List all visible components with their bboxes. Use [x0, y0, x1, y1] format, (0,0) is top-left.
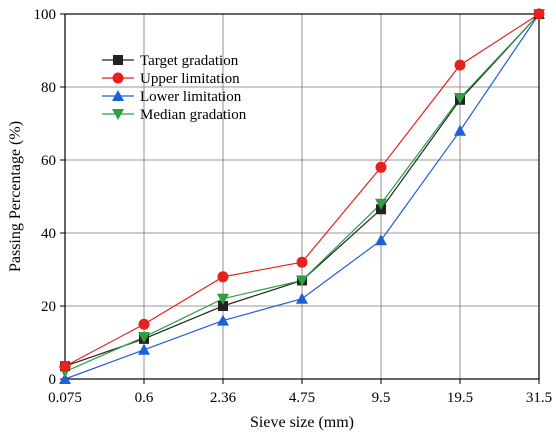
data-point	[59, 373, 71, 384]
x-tick-label: 31.5	[526, 390, 552, 406]
legend-marker	[112, 109, 124, 120]
x-tick-label: 0.6	[135, 390, 154, 406]
legend-label: Lower limitation	[140, 89, 242, 105]
y-axis-title: Passing Percentage (%)	[7, 121, 24, 272]
legend-marker	[112, 90, 124, 101]
series-layer	[59, 8, 545, 384]
data-point	[59, 360, 71, 372]
y-tick-label: 60	[41, 153, 56, 169]
y-tick-label: 100	[34, 7, 57, 23]
data-point	[138, 332, 150, 344]
data-point	[375, 161, 387, 173]
data-point	[454, 124, 466, 136]
x-tick-label: 2.36	[210, 390, 237, 406]
x-axis-title: Sieve size (mm)	[250, 414, 354, 431]
legend-label: Upper limitation	[140, 71, 240, 87]
legend-marker	[112, 72, 124, 84]
data-point	[218, 301, 228, 311]
data-point	[138, 343, 150, 355]
data-point	[296, 275, 308, 287]
data-point	[217, 271, 229, 283]
grid	[65, 14, 539, 379]
y-tick-label: 0	[49, 372, 57, 388]
data-point	[454, 92, 466, 104]
data-point	[454, 59, 466, 71]
data-point	[296, 256, 308, 268]
data-point	[296, 292, 308, 304]
data-point	[217, 314, 229, 326]
legend-label: Median gradation	[140, 107, 247, 123]
axis-ticks: 0.075 0.6 2.36 4.75 9.5 19.5 31.5 0 20 40 60 80 100	[34, 7, 553, 406]
y-tick-label: 20	[41, 299, 56, 315]
legend-marker	[113, 55, 123, 65]
data-point	[533, 8, 545, 20]
x-tick-label: 19.5	[447, 390, 473, 406]
legend-label: Target gradation	[140, 53, 239, 69]
x-tick-label: 4.75	[289, 390, 315, 406]
data-point	[375, 234, 387, 246]
data-point	[138, 318, 150, 330]
y-tick-label: 40	[41, 226, 56, 242]
legend: Target gradation Upper limitation Lower li…	[102, 53, 247, 123]
y-tick-label: 80	[41, 80, 56, 96]
x-tick-label: 0.075	[48, 390, 82, 406]
data-point	[217, 293, 229, 305]
data-point	[375, 198, 387, 210]
x-tick-label: 9.5	[372, 390, 391, 406]
